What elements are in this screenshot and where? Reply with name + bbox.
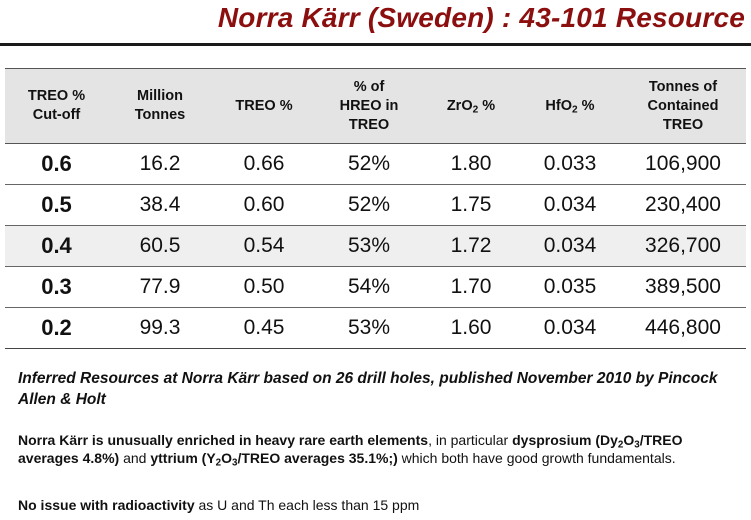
cell-zro2: 1.60 <box>422 307 520 349</box>
yttrium-term: yttrium <box>150 450 198 466</box>
enrichment-lead: Norra Kärr is unusually enriched in heav… <box>18 432 429 448</box>
cell-tonnes: 38.4 <box>108 184 212 226</box>
cell-contained: 106,900 <box>620 143 746 185</box>
cell-contained: 230,400 <box>620 184 746 226</box>
table-header-row: TREO % Cut-off Million Tonnes TREO % % of H… <box>5 68 746 144</box>
cell-tonnes: 60.5 <box>108 225 212 267</box>
header-cutoff: TREO % Cut-off <box>5 68 108 144</box>
header-zro2: ZrO2 % <box>422 68 520 144</box>
cell-contained: 389,500 <box>620 266 746 308</box>
header-contained-treo: Tonnes of Contained TREO <box>620 68 746 144</box>
radioactivity-paragraph: No issue with radioactivity as U and Th … <box>18 497 420 513</box>
cell-hreo: 52% <box>316 184 422 226</box>
cell-treo: 0.45 <box>212 307 316 349</box>
cell-contained: 326,700 <box>620 225 746 267</box>
cell-cutoff: 0.5 <box>5 184 108 226</box>
cell-zro2: 1.72 <box>422 225 520 267</box>
table-caption: Inferred Resources at Norra Kärr based o… <box>18 370 718 408</box>
cell-treo: 0.66 <box>212 143 316 185</box>
cell-treo: 0.50 <box>212 266 316 308</box>
cell-hfo2: 0.034 <box>520 307 620 349</box>
cell-tonnes: 77.9 <box>108 266 212 308</box>
table-row: 0.5 38.4 0.60 52% 1.75 0.034 230,400 <box>5 184 746 226</box>
cell-contained: 446,800 <box>620 307 746 349</box>
title-divider <box>0 43 751 46</box>
cell-hfo2: 0.034 <box>520 184 620 226</box>
header-hfo2: HfO2 % <box>520 68 620 144</box>
cell-tonnes: 99.3 <box>108 307 212 349</box>
cell-zro2: 1.70 <box>422 266 520 308</box>
table-row: 0.6 16.2 0.66 52% 1.80 0.033 106,900 <box>5 143 746 185</box>
resource-table: TREO % Cut-off Million Tonnes TREO % % of H… <box>5 68 746 349</box>
radioactivity-lead: No issue with radioactivity <box>18 497 195 513</box>
cell-hfo2: 0.034 <box>520 225 620 267</box>
cell-hreo: 52% <box>316 143 422 185</box>
cell-cutoff: 0.4 <box>5 225 108 267</box>
cell-cutoff: 0.3 <box>5 266 108 308</box>
dysprosium-term: dysprosium <box>512 432 592 448</box>
cell-cutoff: 0.6 <box>5 143 108 185</box>
cell-treo: 0.54 <box>212 225 316 267</box>
table-row: 0.4 60.5 0.54 53% 1.72 0.034 326,700 <box>5 225 746 267</box>
table-row: 0.2 99.3 0.45 53% 1.60 0.034 446,800 <box>5 307 746 349</box>
enrichment-paragraph: Norra Kärr is unusually enriched in heav… <box>18 432 683 469</box>
header-hreo: % of HREO in TREO <box>316 68 422 144</box>
table-row: 0.3 77.9 0.50 54% 1.70 0.035 389,500 <box>5 266 746 308</box>
cell-hreo: 53% <box>316 225 422 267</box>
cell-hfo2: 0.033 <box>520 143 620 185</box>
header-treo: TREO % <box>212 68 316 144</box>
cell-hreo: 53% <box>316 307 422 349</box>
cell-hfo2: 0.035 <box>520 266 620 308</box>
page-title: Norra Kärr (Sweden) : 43-101 Resource <box>217 2 745 33</box>
cell-zro2: 1.80 <box>422 143 520 185</box>
cell-tonnes: 16.2 <box>108 143 212 185</box>
cell-cutoff: 0.2 <box>5 307 108 349</box>
cell-treo: 0.60 <box>212 184 316 226</box>
cell-hreo: 54% <box>316 266 422 308</box>
header-million-tonnes: Million Tonnes <box>108 68 212 144</box>
cell-zro2: 1.75 <box>422 184 520 226</box>
